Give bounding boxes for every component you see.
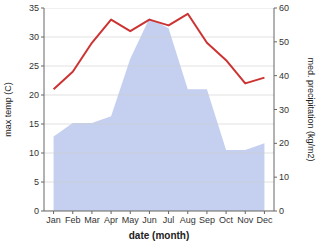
y2-tick-label: 40 bbox=[279, 71, 289, 81]
y-tick-label: 0 bbox=[34, 206, 39, 216]
y-tick-label: 35 bbox=[29, 3, 39, 13]
grid-line bbox=[44, 66, 274, 67]
y-axis-title: max temp (C) bbox=[3, 82, 13, 137]
x-tick-label: Nov bbox=[237, 215, 254, 225]
y2-tick-label: 30 bbox=[279, 105, 289, 115]
grid-line bbox=[44, 211, 274, 212]
y2-tick-label: 60 bbox=[279, 3, 289, 13]
y2-tick-label: 20 bbox=[279, 138, 289, 148]
y2-tick-label: 50 bbox=[279, 37, 289, 47]
chart-container: 0 5 10 15 20 25 30 35 0 10 20 30 40 50 60 Jan FebMar Apr M… bbox=[0, 0, 318, 247]
x-tick-label: Jan bbox=[46, 215, 61, 225]
y2-tick-label: 10 bbox=[279, 172, 289, 182]
grid-line bbox=[44, 124, 274, 125]
x-tick-label: Jul bbox=[163, 215, 175, 225]
y-axis-line bbox=[44, 8, 45, 211]
x-tick-label: Feb bbox=[65, 215, 81, 225]
temperature-line bbox=[54, 14, 265, 89]
x-axis-line bbox=[44, 211, 274, 212]
x-tick-label: May bbox=[122, 215, 140, 225]
y2-axis-line bbox=[274, 8, 275, 211]
axes: 0 5 10 15 20 25 30 35 0 10 20 30 40 50 60 Jan FebMar Apr M… bbox=[29, 3, 289, 225]
x-tick-label: Mar bbox=[84, 215, 100, 225]
grid-line bbox=[44, 153, 274, 154]
y-tick-label: 20 bbox=[29, 90, 39, 100]
grid-line bbox=[44, 8, 274, 9]
x-axis-title: date (month) bbox=[129, 230, 190, 241]
grid-line bbox=[44, 95, 274, 96]
x-tick-label: Jun bbox=[142, 215, 157, 225]
grid bbox=[44, 8, 274, 211]
grid-line bbox=[44, 182, 274, 183]
y-tick-label: 5 bbox=[34, 177, 39, 187]
x-tick-label: Sep bbox=[199, 215, 215, 225]
y-tick-label: 25 bbox=[29, 61, 39, 71]
y-tick-label: 10 bbox=[29, 148, 39, 158]
x-tick-label: Oct bbox=[219, 215, 234, 225]
grid-line bbox=[44, 37, 274, 38]
y2-tick-label: 0 bbox=[279, 206, 284, 216]
marks bbox=[44, 8, 274, 211]
chart: 0 5 10 15 20 25 30 35 0 10 20 30 40 50 60 Jan FebMar Apr M… bbox=[0, 0, 318, 247]
y-tick-label: 15 bbox=[29, 119, 39, 129]
y-tick-label: 30 bbox=[29, 32, 39, 42]
x-tick-label: Apr bbox=[104, 215, 118, 225]
x-tick-label: Dec bbox=[256, 215, 273, 225]
y2-axis-title: med. precipitation (kg/m2) bbox=[306, 57, 316, 161]
x-tick-label: Aug bbox=[180, 215, 196, 225]
